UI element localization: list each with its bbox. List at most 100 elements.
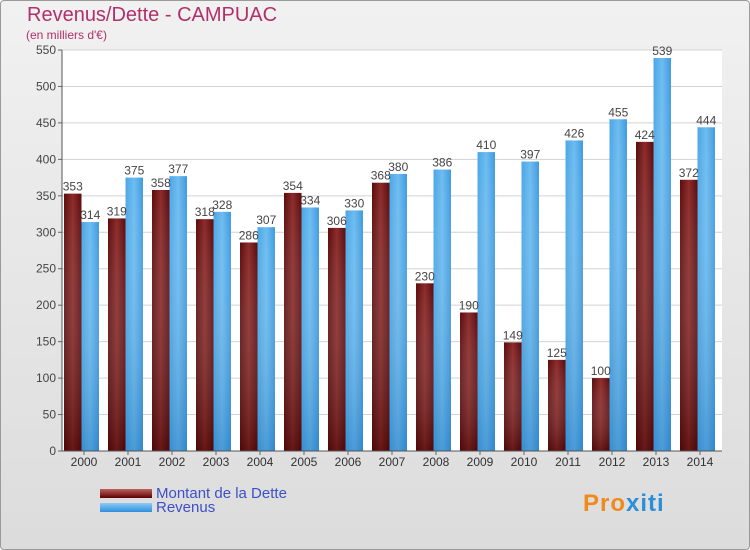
bar-revenus-shade [521, 161, 539, 451]
bar-dette-shade [460, 312, 478, 451]
legend-swatch-dette [100, 489, 152, 498]
bars [64, 58, 715, 452]
data-label-revenus: 328 [212, 198, 232, 212]
bar-dette-shade [108, 218, 126, 451]
bar-dette-shade [328, 227, 346, 451]
y-tick-label: 450 [36, 116, 56, 130]
x-tick-label: 2002 [159, 455, 186, 469]
x-tick-label: 2003 [203, 455, 230, 469]
logo-part-1: Pro [583, 490, 627, 517]
y-tick-label: 0 [49, 444, 56, 458]
data-label-dette: 306 [327, 214, 347, 228]
bar-revenus-shade [565, 140, 583, 451]
bar-dette-shade [636, 141, 654, 451]
data-label-revenus: 380 [388, 160, 408, 174]
bar-dette-shade [416, 283, 434, 451]
legend-swatch-revenus [100, 503, 152, 512]
data-label-dette: 319 [107, 204, 127, 218]
bar-revenus-shade [653, 58, 671, 452]
x-tick-label: 2011 [555, 455, 581, 469]
bar-dette-shade [196, 219, 214, 451]
y-tick-label: 50 [43, 408, 57, 422]
data-label-revenus: 410 [476, 138, 496, 152]
bar-revenus-shade [125, 177, 143, 451]
data-label-revenus: 307 [256, 213, 276, 227]
x-tick-label: 2001 [115, 455, 142, 469]
x-tick-label: 2004 [247, 455, 274, 469]
y-tick-label: 150 [36, 335, 56, 349]
bar-revenus-shade [301, 207, 319, 451]
bar-revenus-shade [257, 227, 275, 451]
bar-dette-shade [240, 242, 258, 451]
data-label-dette: 190 [459, 298, 479, 312]
legend-label-revenus: Revenus [156, 499, 216, 516]
x-tick-label: 2007 [379, 455, 406, 469]
data-label-dette: 125 [547, 346, 567, 360]
data-label-revenus: 386 [432, 156, 452, 170]
y-tick-label: 500 [36, 79, 56, 93]
chart-subtitle: (en milliers d'€) [26, 28, 107, 42]
bar-revenus-shade [81, 222, 99, 451]
proxiti-logo: Proxiti [583, 490, 665, 518]
data-label-revenus: 539 [652, 44, 672, 58]
data-label-revenus: 314 [80, 208, 100, 222]
bar-dette-shade [592, 378, 610, 451]
data-label-dette: 424 [635, 128, 655, 142]
y-tick-label: 350 [36, 189, 56, 203]
bar-dette-shade [504, 342, 522, 451]
bar-revenus-shade [697, 127, 715, 452]
data-label-dette: 358 [151, 176, 171, 190]
bar-revenus-shade [477, 152, 495, 451]
data-label-revenus: 375 [124, 164, 144, 178]
bar-revenus-shade [609, 119, 627, 451]
bar-revenus-shade [213, 211, 231, 451]
x-tick-label: 2014 [687, 455, 714, 469]
y-tick-label: 250 [36, 262, 56, 276]
data-label-dette: 318 [195, 205, 215, 219]
y-tick-label: 100 [36, 371, 56, 385]
data-label-dette: 100 [591, 364, 611, 378]
data-label-revenus: 330 [344, 196, 364, 210]
data-label-revenus: 397 [520, 148, 540, 162]
bar-dette-shade [680, 179, 698, 451]
x-tick-label: 2008 [423, 455, 450, 469]
bar-revenus-shade [389, 173, 407, 452]
data-label-dette: 368 [371, 169, 391, 183]
bar-dette-shade [152, 189, 170, 451]
bar-revenus-shade [345, 210, 363, 451]
bar-dette-shade [372, 182, 390, 451]
logo-part-2: xiti [626, 490, 665, 517]
legend-label-dette: Montant de la Dette [156, 485, 287, 502]
x-tick-label: 2006 [335, 455, 362, 469]
x-tick-label: 2009 [467, 455, 494, 469]
x-tick-label: 2000 [71, 455, 98, 469]
x-tick-label: 2010 [511, 455, 538, 469]
data-label-revenus: 426 [564, 126, 584, 140]
bar-dette-shade [284, 192, 302, 451]
data-label-revenus: 377 [168, 162, 188, 176]
bar-revenus-shade [433, 169, 451, 451]
bar-revenus-shade [169, 176, 187, 451]
x-tick-label: 2013 [643, 455, 670, 469]
y-tick-label: 200 [36, 298, 56, 312]
bar-dette-shade [64, 193, 82, 451]
data-label-dette: 286 [239, 228, 259, 242]
data-label-dette: 230 [415, 269, 435, 283]
data-label-revenus: 444 [696, 113, 716, 127]
bar-dette-shade [548, 359, 566, 451]
y-tick-label: 550 [36, 43, 56, 57]
y-tick-label: 400 [36, 152, 56, 166]
data-label-dette: 354 [283, 179, 303, 193]
data-label-revenus: 334 [300, 193, 320, 207]
data-label-dette: 372 [679, 166, 699, 180]
data-label-dette: 353 [63, 180, 83, 194]
y-tick-label: 300 [36, 225, 56, 239]
x-tick-label: 2012 [599, 455, 626, 469]
data-label-revenus: 455 [608, 105, 628, 119]
axes: 0 50 100 150 200 250 300 350 400 450 500 550 2000 200… [36, 43, 722, 469]
x-tick-label: 2005 [291, 455, 318, 469]
chart-title: Revenus/Dette - CAMPUAC [27, 4, 278, 26]
data-label-dette: 149 [503, 328, 523, 342]
